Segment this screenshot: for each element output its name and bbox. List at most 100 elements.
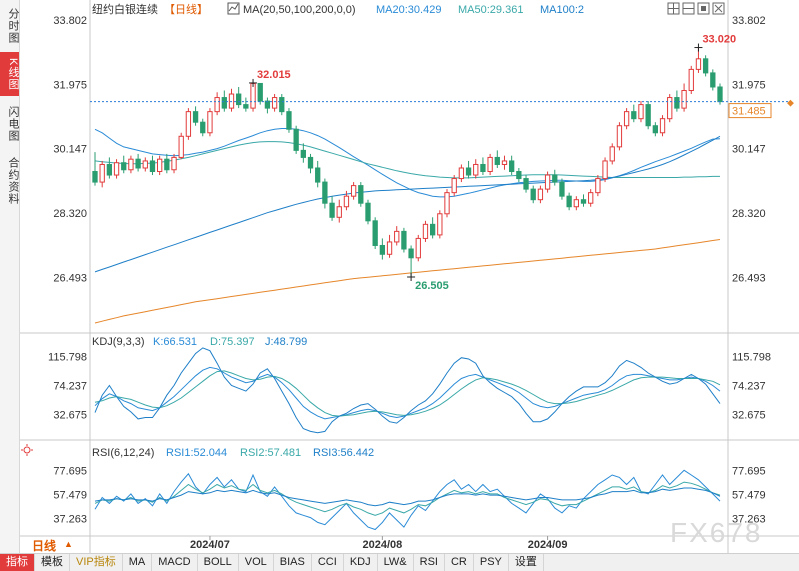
rsi3-value: RSI3:56.442: [313, 447, 374, 459]
kdj-j-value: J:48.799: [265, 336, 307, 348]
price-tick-left: 31.975: [53, 79, 87, 91]
candle-body: [113, 162, 120, 176]
tab-flash[interactable]: 闪电图: [7, 106, 19, 142]
toolbar-bias[interactable]: BIAS: [274, 554, 312, 571]
toolbar-kdj[interactable]: KDJ: [344, 554, 378, 571]
candle-body: [652, 125, 658, 134]
toolbar-indicators[interactable]: 指标: [0, 554, 35, 571]
time-tick-label: 2024/07: [190, 539, 230, 551]
candle-body: [429, 223, 436, 236]
toolbar-cr[interactable]: CR: [445, 554, 474, 571]
tab-timeshare[interactable]: 分时图: [7, 8, 19, 44]
price-tick-right: 30.147: [732, 144, 766, 156]
ind-tick-right: 37.263: [732, 513, 766, 525]
ma50-value: MA50:29.361: [458, 4, 523, 16]
extreme-label: 32.015: [257, 69, 291, 81]
sun-icon[interactable]: [21, 444, 33, 456]
candle-body: [372, 220, 378, 246]
candle-body: [623, 111, 630, 127]
candle-body: [609, 146, 615, 162]
toolbar-settings[interactable]: 设置: [509, 554, 544, 571]
candle-body: [386, 241, 393, 255]
toolbar-cci[interactable]: CCI: [312, 554, 344, 571]
ma-line-ma200: [94, 239, 721, 324]
candle-body: [322, 181, 328, 204]
candle-body: [401, 230, 407, 250]
extreme-label: 33.020: [702, 34, 736, 46]
maximize-icon[interactable]: [697, 2, 710, 15]
candle-body: [286, 111, 292, 130]
toolbar-lwr[interactable]: LW&: [378, 554, 414, 571]
toolbar-vip-indicators[interactable]: VIP指标: [70, 554, 123, 571]
kdj-label: KDJ(9,3,3): [92, 336, 145, 348]
last-price-box: [728, 103, 772, 119]
candle-body: [638, 104, 644, 120]
candle-body: [336, 206, 342, 218]
candle-body: [128, 158, 134, 171]
tab-kline[interactable]: K线图: [0, 52, 19, 96]
candle-body: [343, 195, 350, 208]
candle-body: [688, 68, 694, 92]
candle-body: [394, 230, 400, 243]
candle-body: [415, 237, 421, 259]
candle-body: [702, 58, 709, 74]
ind-tick-left: 115.798: [48, 351, 87, 363]
extreme-label: 26.505: [415, 280, 449, 292]
kdj-k-value: K:66.531: [153, 336, 197, 348]
candle-body: [616, 125, 623, 148]
tab-contract-info[interactable]: 合约资料: [7, 157, 19, 205]
toolbar-macd[interactable]: MACD: [152, 554, 198, 571]
candle-body: [710, 72, 716, 88]
ind-tick-right: 32.675: [732, 409, 766, 421]
candle-body: [473, 163, 479, 176]
ma20-value: MA20:30.429: [376, 4, 441, 16]
ind-tick-right: 57.479: [732, 490, 766, 502]
candle-body: [458, 167, 465, 180]
time-tick-label: 2024/08: [362, 539, 402, 551]
indicator-toolbar: 指标 模板 VIP指标 MA MACD BOLL VOL BIAS CCI KD…: [0, 553, 799, 571]
candle-body: [164, 158, 170, 171]
candle-body: [667, 97, 673, 120]
candle-body: [200, 121, 206, 134]
candle-body: [250, 82, 256, 109]
candle-body: [365, 202, 371, 222]
candle-body: [717, 86, 723, 103]
candle-body: [329, 202, 335, 218]
kdj-line-j: [94, 347, 721, 434]
period-selector[interactable]: 日线: [32, 539, 57, 553]
candle-body: [207, 111, 213, 134]
candle-body: [494, 156, 500, 165]
rsi-label: RSI(6,12,24): [92, 447, 154, 459]
candle-body: [99, 163, 105, 183]
close-icon[interactable]: [712, 2, 725, 15]
ind-tick-left: 74.237: [53, 380, 87, 392]
ma-settings-icon[interactable]: [227, 2, 240, 15]
toolbar-psy[interactable]: PSY: [474, 554, 509, 571]
candle-body: [350, 185, 357, 197]
candle-body: [631, 111, 637, 120]
candle-body: [157, 158, 163, 173]
grid-view-icon[interactable]: [667, 2, 680, 15]
candle-body: [580, 199, 587, 204]
candle-body: [214, 97, 220, 113]
ind-tick-right: 74.237: [732, 380, 766, 392]
candle-body: [135, 158, 141, 169]
toolbar-vol[interactable]: VOL: [239, 554, 274, 571]
candle-body: [408, 248, 414, 259]
time-tick-label: 2024/09: [528, 539, 568, 551]
candle-body: [264, 100, 271, 109]
price-tick-left: 26.493: [53, 272, 87, 284]
toolbar-rsi[interactable]: RSI: [414, 554, 445, 571]
price-tick-right: 26.493: [732, 272, 766, 284]
toolbar-ma[interactable]: MA: [123, 554, 153, 571]
ma-label: MA(20,50,100,200,0,0): [243, 4, 356, 16]
price-tick-left: 30.147: [53, 144, 87, 156]
toolbar-templates[interactable]: 模板: [35, 554, 70, 571]
candle-body: [307, 156, 314, 169]
candle-body: [271, 97, 278, 109]
candle-body: [358, 185, 364, 204]
period-dropdown-icon[interactable]: ▲: [64, 539, 73, 549]
last-price-marker: ◆: [787, 98, 794, 108]
split-view-icon[interactable]: [682, 2, 695, 15]
toolbar-boll[interactable]: BOLL: [198, 554, 239, 571]
